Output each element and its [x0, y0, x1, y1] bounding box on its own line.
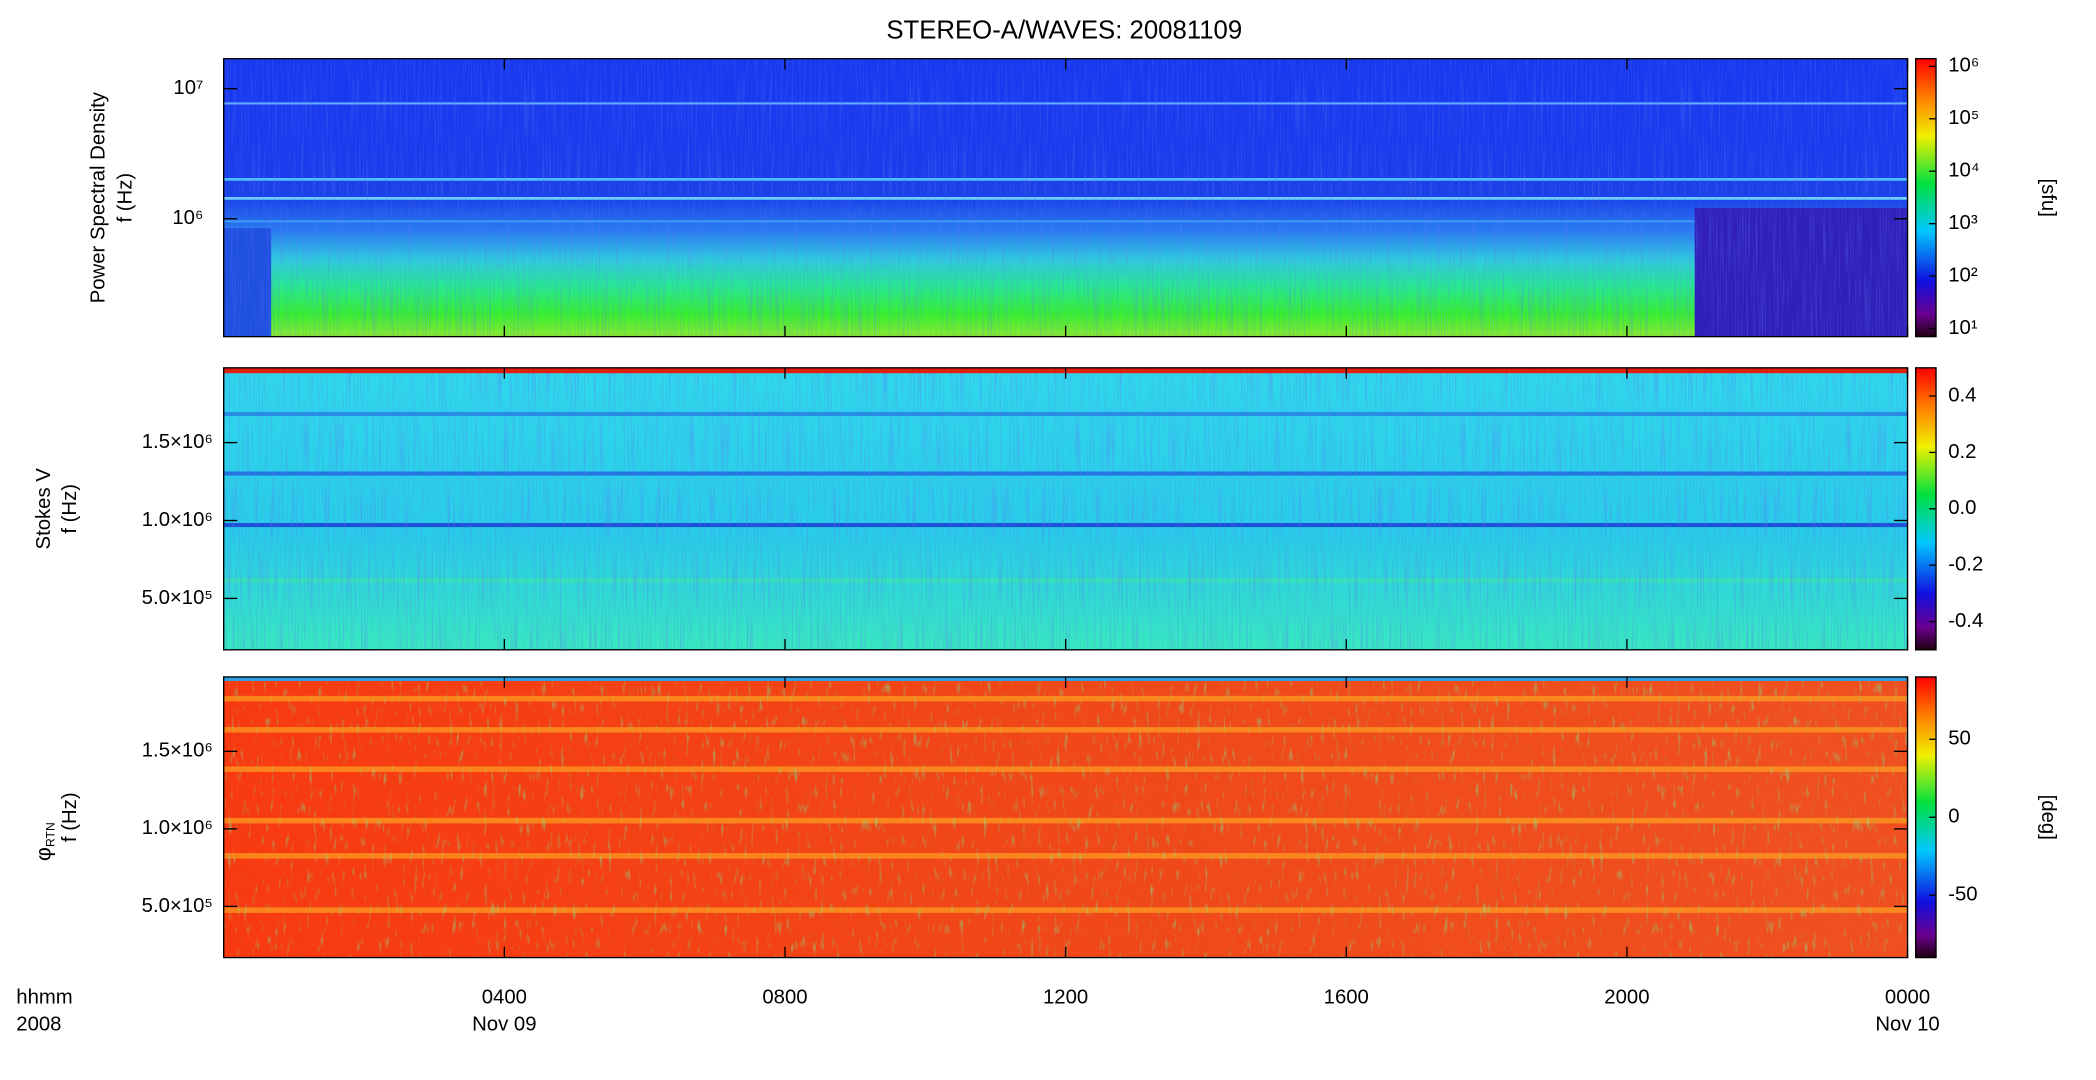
colorbar-tick-label: 10⁶ — [1948, 55, 1979, 77]
y-tick-label: 1.0×10⁶ — [142, 509, 213, 531]
colorbar-tick-label: -0.4 — [1948, 610, 1983, 632]
y-axis-label: Stokes V — [33, 468, 55, 550]
y-tick-label: 5.0×10⁵ — [142, 587, 213, 609]
y-axis-label: Power Spectral Density — [87, 91, 109, 303]
y-axis-label-subscript: RTN — [44, 822, 58, 847]
colorbar-tick-label: 10¹ — [1948, 317, 1978, 339]
x-date-label: Nov 10 — [1875, 1014, 1939, 1036]
colorbar-tick-label: 10² — [1948, 264, 1978, 286]
x-date-label: Nov 09 — [472, 1014, 536, 1036]
chart-title: STEREO-A/WAVES: 20081109 — [886, 16, 1242, 44]
colorbar-tick-label: -0.2 — [1948, 554, 1983, 576]
colorbar-tick-label: 10³ — [1948, 212, 1978, 234]
colorbar-tick-label: 10⁴ — [1948, 160, 1979, 182]
colorbar-label: [sfu] — [2037, 178, 2059, 216]
y-tick-label: 1.5×10⁶ — [142, 740, 213, 762]
colorbar-tick-label: 0.4 — [1948, 384, 1976, 406]
colorbar-tick-label: -50 — [1948, 884, 1977, 906]
x-tick-label: 1200 — [1043, 987, 1088, 1009]
x-tick-label: 2000 — [1604, 987, 1649, 1009]
x-tick-label: 0000 — [1885, 987, 1930, 1009]
x-tick-label: 0800 — [762, 987, 807, 1009]
x-tick-label: 0400 — [482, 987, 527, 1009]
y-axis-label: f (Hz) — [59, 484, 81, 534]
y-tick-label: 1.5×10⁶ — [142, 431, 213, 453]
heatmap-image — [223, 676, 1908, 958]
colorbar-tick-label: 50 — [1948, 728, 1971, 750]
colorbar-tick-label: 10⁵ — [1948, 107, 1979, 129]
colorbar-tick-label: 0 — [1948, 806, 1959, 828]
heatmap-image — [223, 58, 1908, 337]
colorbar-label: [deg] — [2037, 795, 2059, 840]
x-tick-label: 1600 — [1324, 987, 1369, 1009]
y-axis-label: f (Hz) — [59, 792, 81, 842]
colorbar-tick-label: 0.0 — [1948, 497, 1976, 519]
y-tick-label: 10⁶ — [172, 207, 203, 229]
heatmap-image — [223, 367, 1908, 650]
y-axis-label: f (Hz) — [114, 173, 136, 223]
y-tick-label: 5.0×10⁵ — [142, 895, 213, 917]
y-axis-label: φRTN — [30, 822, 57, 861]
y-tick-label: 1.0×10⁶ — [142, 817, 213, 839]
y-axis-label-symbol: φ — [30, 847, 55, 861]
x-row-label: 2008 — [16, 1014, 61, 1036]
colorbar — [1915, 58, 1937, 338]
y-tick-label: 10⁷ — [173, 77, 203, 99]
x-row-label: hhmm — [16, 987, 72, 1009]
colorbar-tick-label: 0.2 — [1948, 441, 1976, 463]
